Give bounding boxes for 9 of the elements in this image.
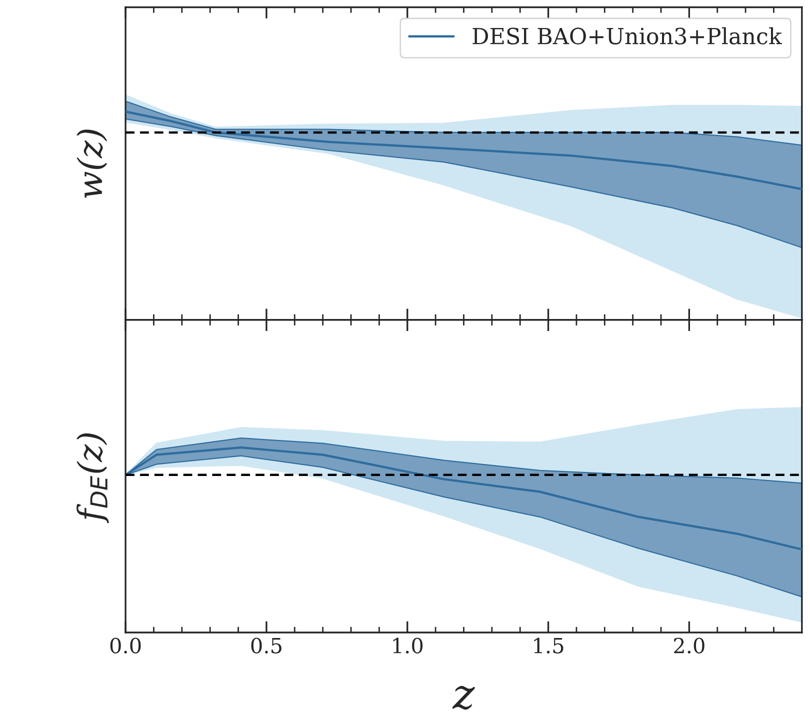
x-tick-label: 0.5: [251, 638, 282, 654]
x-axis-title: z: [452, 686, 475, 710]
x-tick-label: 1.0: [393, 638, 423, 654]
x-tick-label: 2.0: [674, 638, 704, 654]
y-axis-title: w(z): [76, 130, 108, 198]
x-tick-label: 0.0: [110, 638, 141, 654]
legend-label: DESI BAO+Union3+Planck: [472, 27, 782, 44]
x-tick-label: 1.5: [534, 638, 564, 654]
y-axis-title: f$_{DE}$(z): [76, 433, 109, 524]
